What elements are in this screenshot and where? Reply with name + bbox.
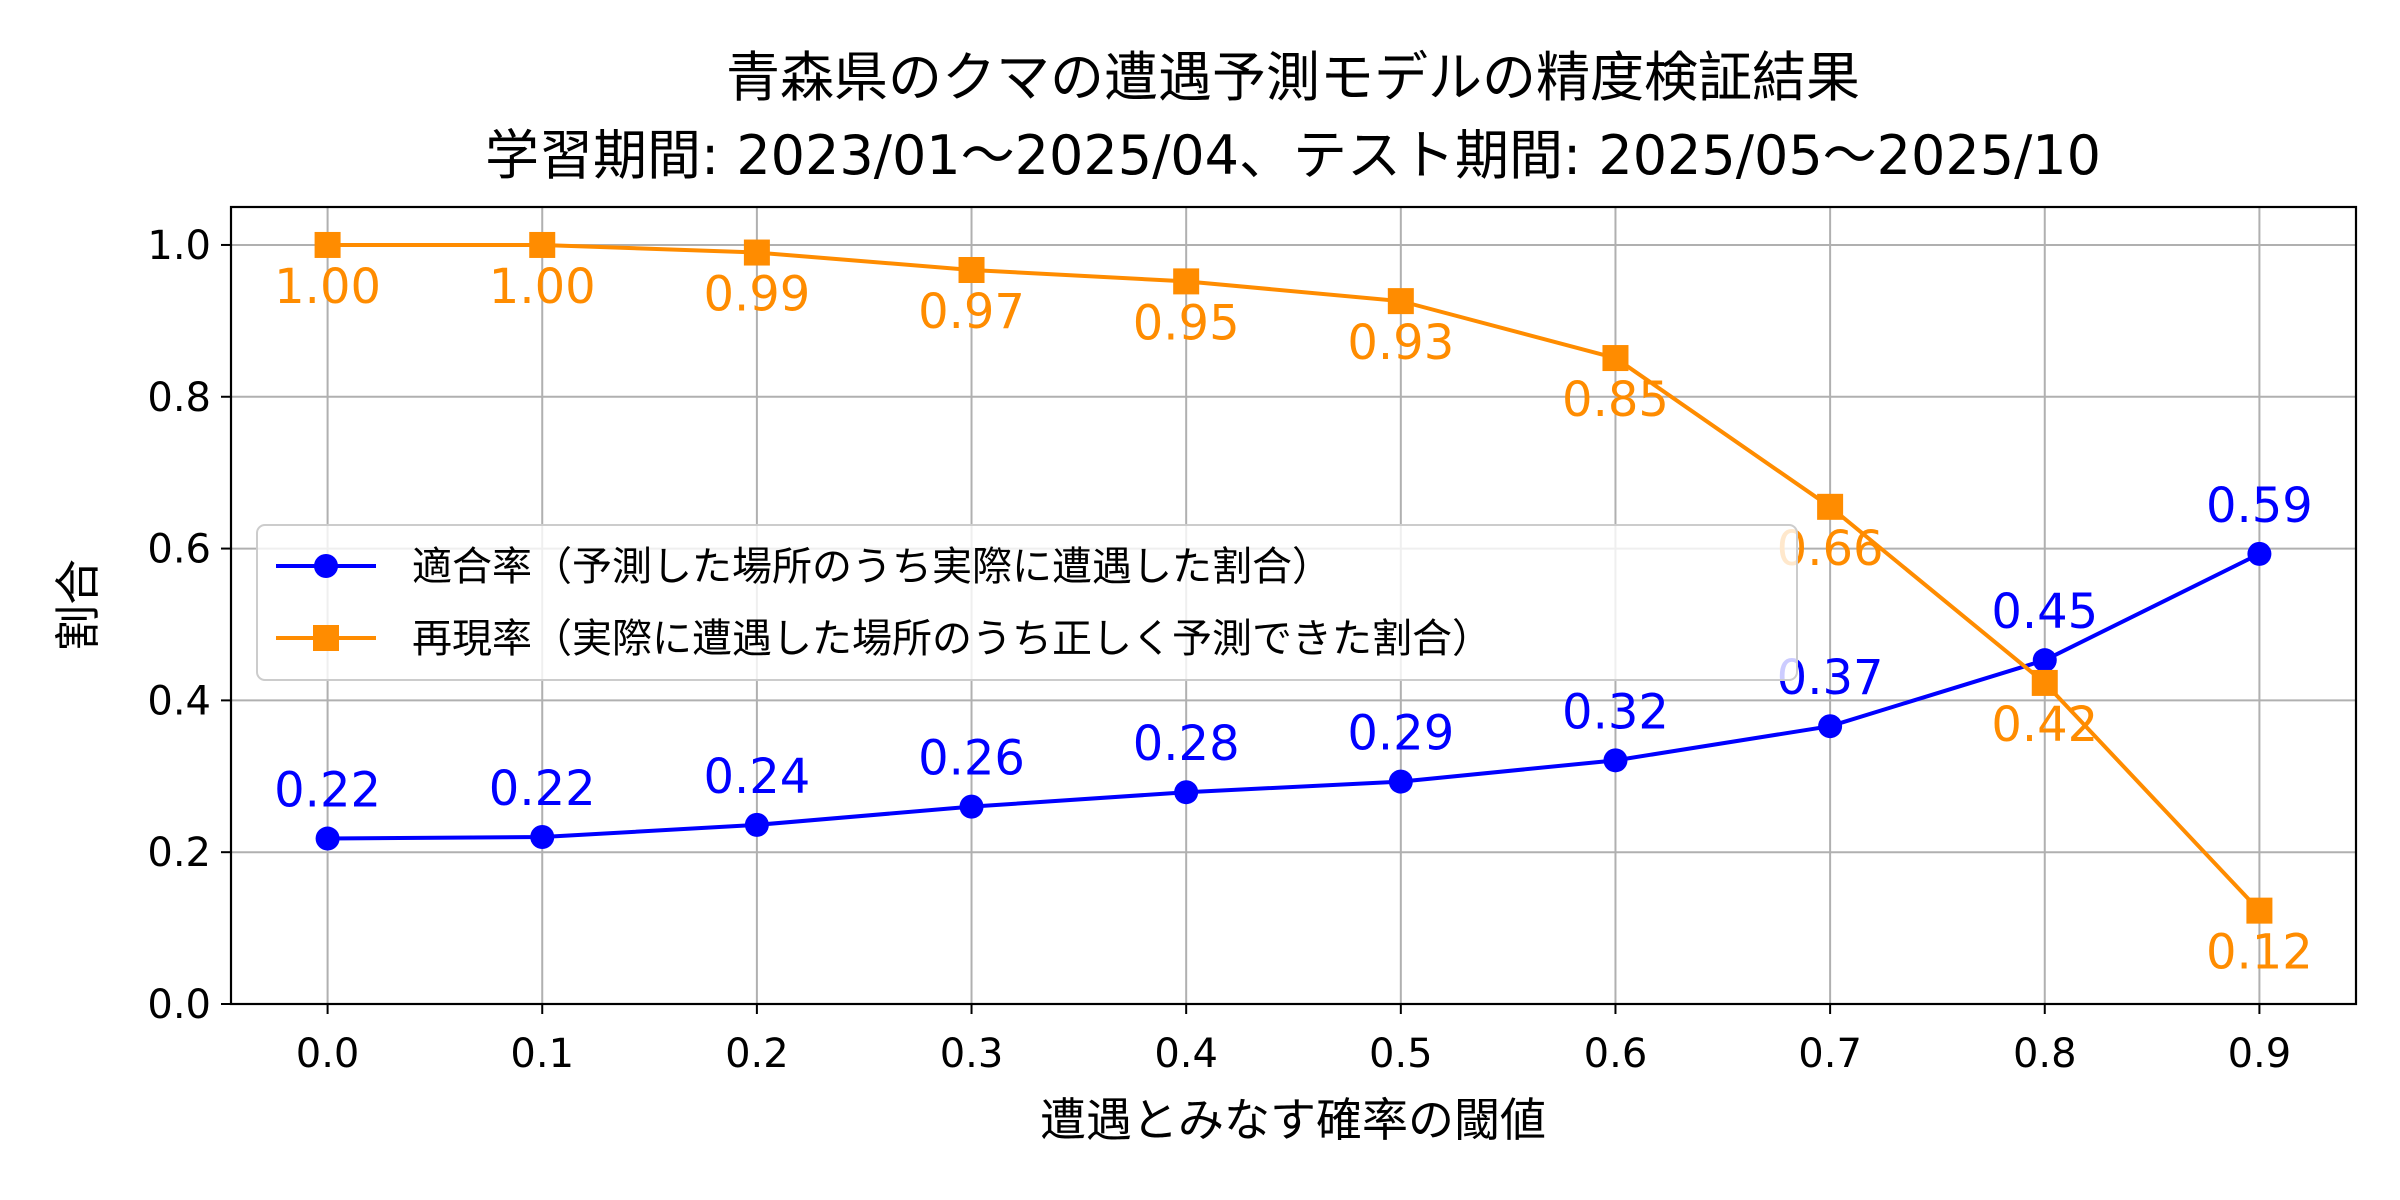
series-2-square-marker — [1173, 268, 1200, 295]
series-2-square-marker — [1387, 288, 1414, 315]
series-2-square-marker — [1602, 345, 1629, 372]
series-1-point-marker — [315, 826, 340, 851]
series-line-2 — [327, 242, 2261, 913]
y-tick-label: 0.8 — [147, 375, 211, 421]
data-label: 0.99 — [703, 267, 810, 323]
data-label: 0.93 — [1347, 315, 1454, 371]
plot-frame — [229, 205, 2358, 1006]
data-label: 0.22 — [274, 763, 381, 819]
legend: 適合率（予測した場所のうち実際に遭遇した割合） 再現率（実際に遭遇した場所のうち正… — [256, 524, 1798, 681]
series-2-square-marker — [529, 231, 556, 258]
series-layer — [314, 231, 2273, 924]
data-label: 0.95 — [1133, 295, 1240, 351]
data-label: 1.00 — [489, 259, 596, 315]
series-1-point-marker — [2032, 648, 2057, 673]
data-label: 0.32 — [1562, 684, 1669, 740]
series-1-point-marker — [1388, 769, 1413, 794]
data-label: 0.29 — [1347, 706, 1454, 762]
x-tick-label: 0.2 — [725, 1031, 789, 1077]
y-tick-label: 0.6 — [147, 527, 211, 573]
x-tick-label: 0.6 — [1584, 1031, 1648, 1077]
data-label: 0.59 — [2206, 478, 2313, 534]
series-1-point-marker — [744, 812, 769, 837]
series-line-1 — [327, 552, 2261, 841]
series-2-square-marker — [743, 239, 770, 266]
data-label: 1.00 — [274, 259, 381, 315]
data-label: 0.45 — [1991, 584, 2098, 640]
legend-square-marker — [313, 625, 339, 651]
series-1-point-marker — [1174, 780, 1199, 805]
legend-label: 適合率（予測した場所のうち実際に遭遇した割合） — [412, 544, 1332, 590]
x-tick-label: 0.3 — [940, 1031, 1004, 1077]
data-label: 0.28 — [1133, 716, 1240, 772]
data-label: 0.22 — [489, 761, 596, 817]
chart-title: 青森県のクマの遭遇予測モデルの精度検証結果 — [726, 46, 1860, 109]
x-tick-label: 0.1 — [510, 1031, 574, 1077]
series-1-point-marker — [2247, 541, 2272, 566]
data-label: 0.24 — [703, 749, 810, 805]
x-tick-label: 0.0 — [296, 1031, 360, 1077]
data-label: 0.42 — [1991, 697, 2098, 753]
y-tick-label: 1.0 — [147, 223, 211, 269]
data-label: 0.26 — [918, 731, 1025, 787]
series-2-square-marker — [314, 231, 341, 258]
series-1-point-marker — [959, 794, 984, 819]
chart-subtitle: 学習期間: 2023/01〜2025/04、テスト期間: 2025/05〜202… — [485, 124, 2101, 187]
series-1-point-marker — [530, 825, 555, 850]
legend-label: 再現率（実際に遭遇した場所のうち正しく予測できた割合） — [412, 616, 1492, 662]
y-tick-label: 0.2 — [147, 830, 211, 876]
x-tick-label: 0.9 — [2228, 1031, 2292, 1077]
legend-box — [256, 524, 1798, 681]
x-tick-label: 0.4 — [1154, 1031, 1218, 1077]
x-tick-label: 0.7 — [1798, 1031, 1862, 1077]
x-axis-label: 遭遇とみなす確率の閾値 — [1040, 1093, 1546, 1147]
y-tick-label: 0.4 — [147, 678, 211, 724]
data-label: 0.85 — [1562, 372, 1669, 428]
series-1-point-marker — [1603, 748, 1628, 773]
x-tick-label: 0.5 — [1369, 1031, 1433, 1077]
x-tick-label: 0.8 — [2013, 1031, 2077, 1077]
series-1-point-marker — [1818, 714, 1843, 739]
legend-point-marker — [314, 554, 338, 578]
y-axis-label: 割合 — [51, 559, 105, 651]
series-2-square-marker — [1817, 493, 1844, 520]
series-2-square-marker — [958, 257, 985, 284]
y-tick-label: 0.0 — [147, 982, 211, 1028]
series-2-square-marker — [2246, 897, 2273, 924]
series-2-square-marker — [2031, 669, 2058, 696]
axes: 0.0 0.1 0.2 0.3 0.4 0.5 0.6 0.7 0.8 0.9 0.0 0.2 0.4 0… — [147, 223, 2291, 1077]
data-label: 0.97 — [918, 284, 1025, 340]
data-label: 0.12 — [2206, 925, 2313, 981]
